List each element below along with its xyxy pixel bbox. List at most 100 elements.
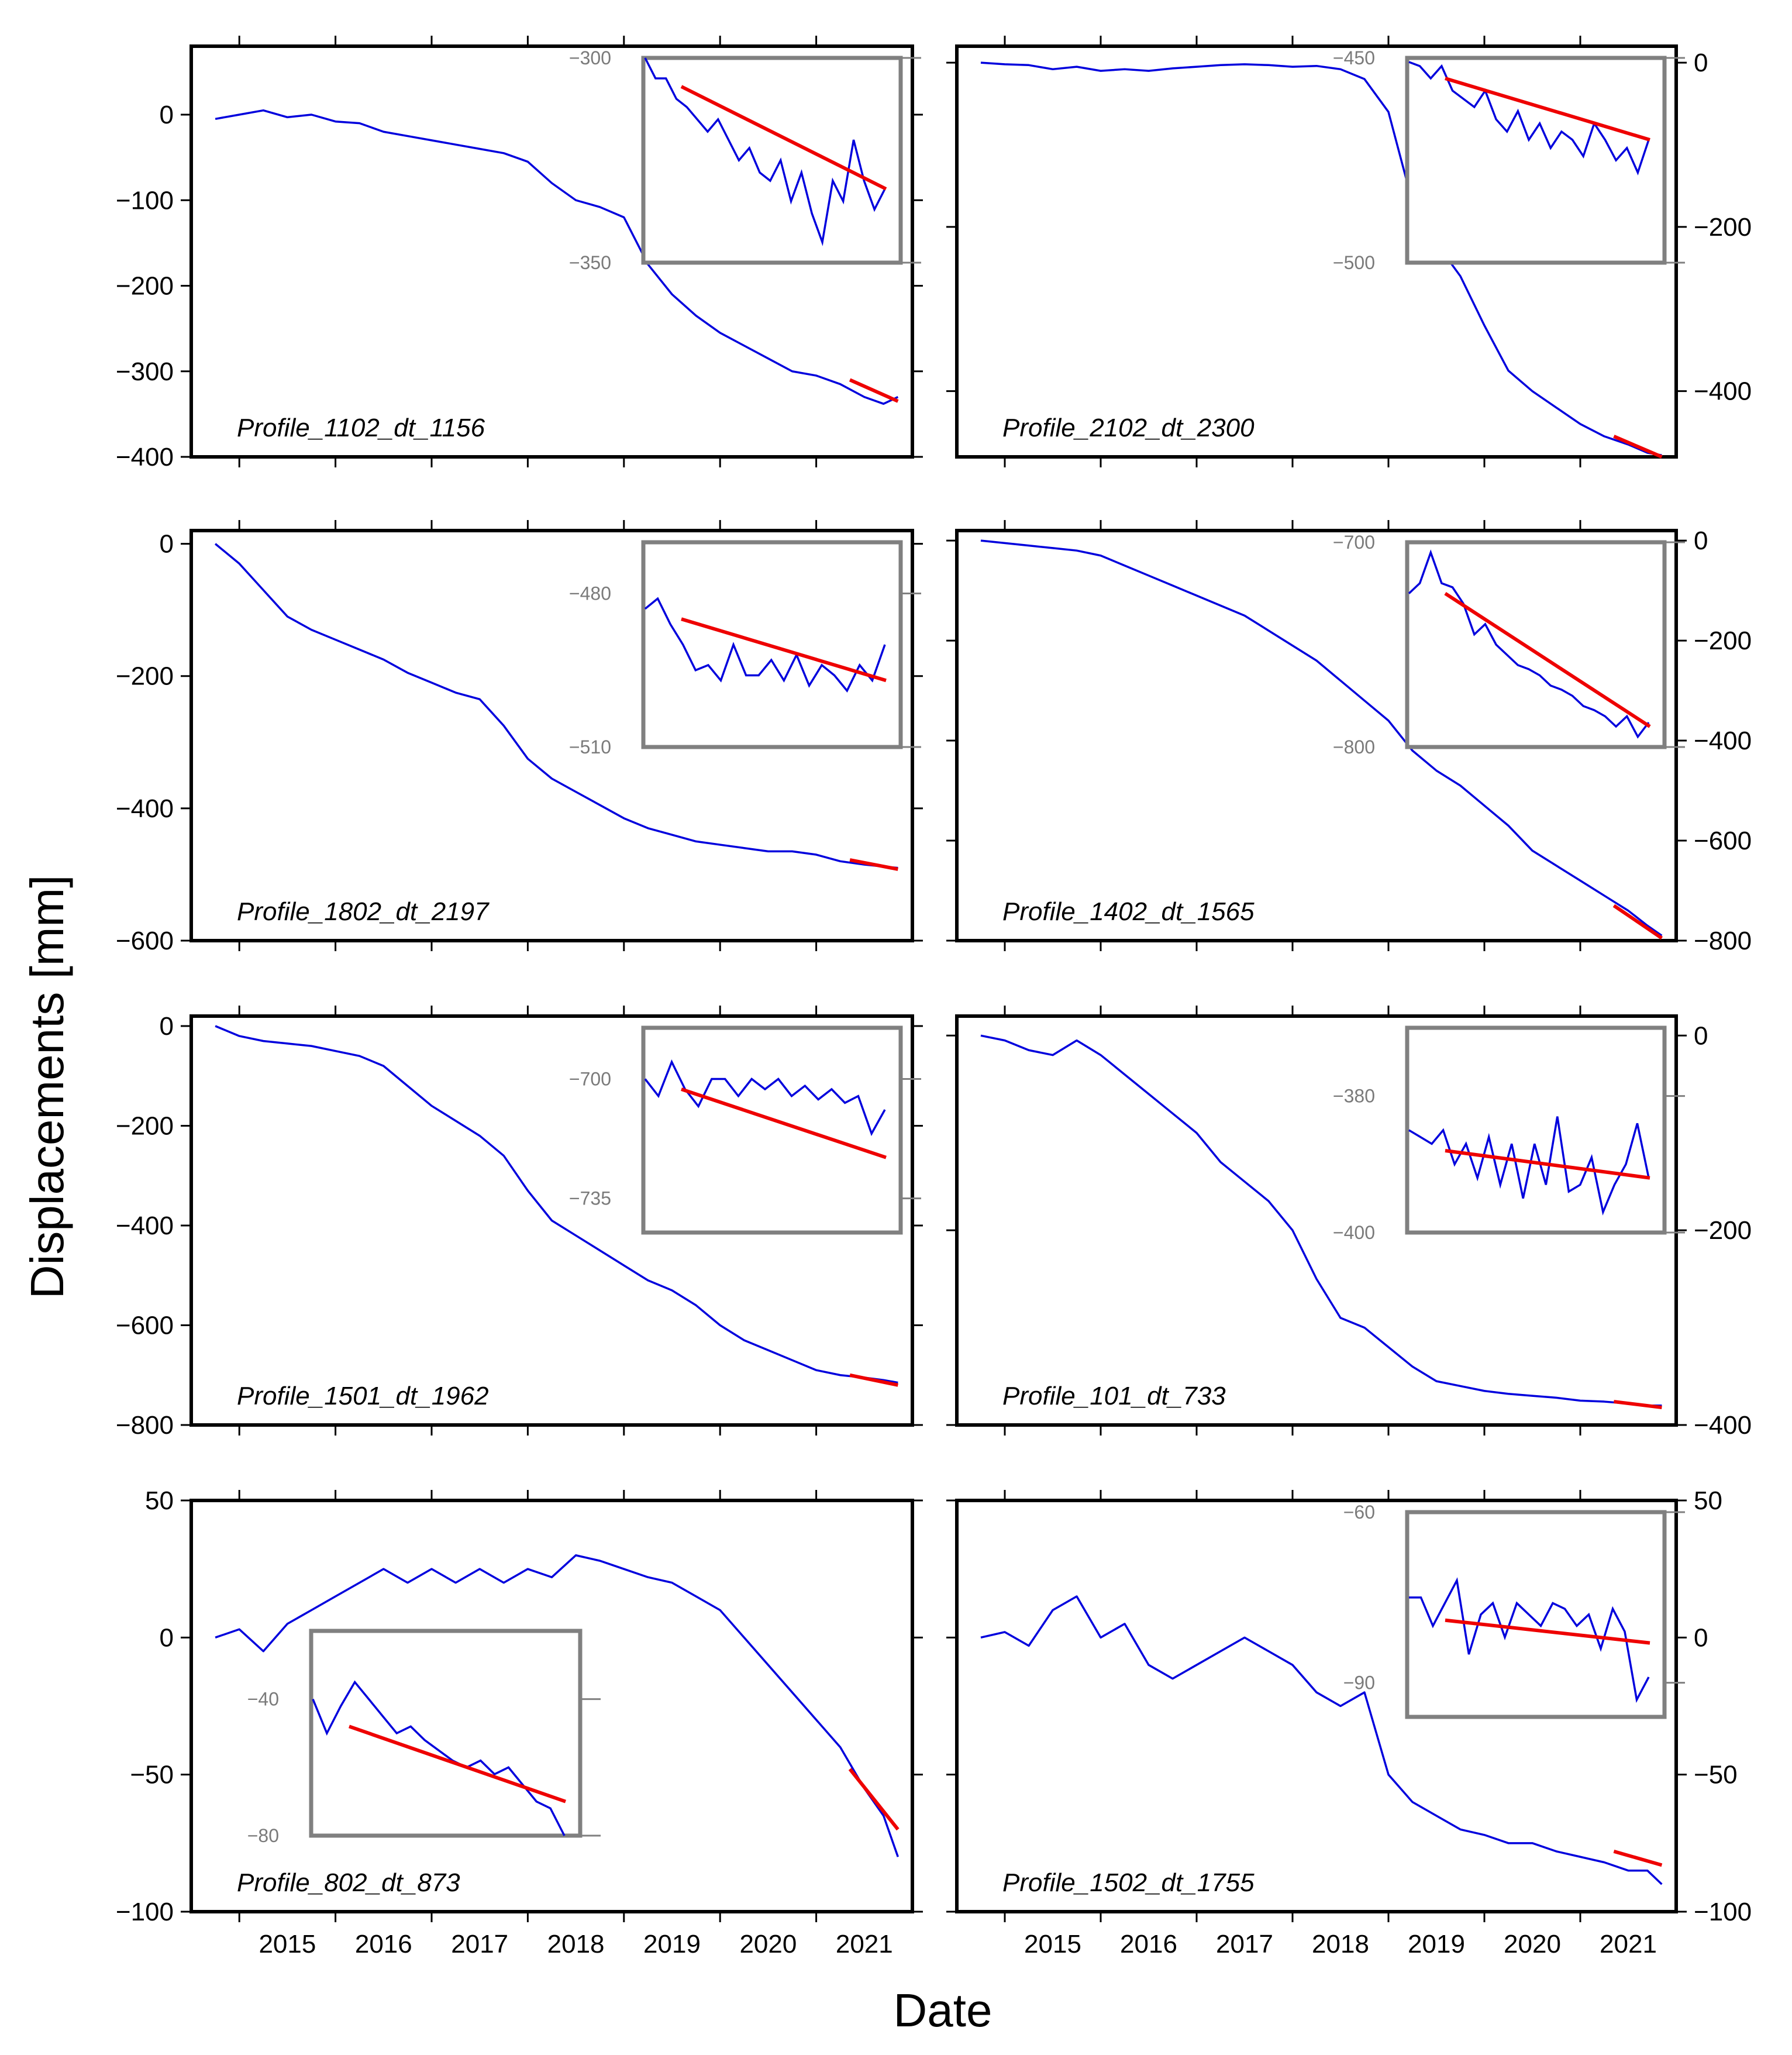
inset-tick-label: −735 <box>569 1188 611 1209</box>
inset-tick-label: −300 <box>569 47 611 68</box>
displacement-line <box>980 61 1662 456</box>
y-tick-label: −100 <box>116 1898 174 1926</box>
inset-tick-label: −60 <box>1343 1502 1375 1523</box>
y-tick-label: −200 <box>1694 627 1752 655</box>
inset-frame <box>1405 56 1667 265</box>
y-tick-label: −200 <box>1694 1216 1752 1245</box>
y-tick-label: 50 <box>1694 1486 1722 1515</box>
y-tick-label: −200 <box>116 662 174 691</box>
x-tick-label: 2018 <box>1312 1930 1369 1958</box>
inset-tick-label: −800 <box>1333 736 1375 758</box>
y-tick-label: −200 <box>116 272 174 301</box>
x-tick-label: 2017 <box>1216 1930 1273 1958</box>
y-tick-label: 0 <box>1694 1021 1708 1050</box>
y-tick-label: −400 <box>116 794 174 823</box>
x-tick-label: 2016 <box>1120 1930 1177 1958</box>
y-tick-label: −400 <box>1694 1411 1752 1440</box>
chart-panel: 0 −100 −200 −300 −400 Profile_1102_dt_1156 −30… <box>116 36 923 471</box>
fit-line <box>1613 435 1663 459</box>
panel-frame <box>955 1499 1678 1913</box>
chart-panel: 0 −200 −400 −600 −800 Profile_1402_dt_1565 −70… <box>946 520 1752 955</box>
y-tick-label: −50 <box>130 1761 174 1789</box>
fit-line <box>849 858 898 871</box>
inset-frame <box>1405 540 1667 749</box>
x-tick-label: 2020 <box>1504 1930 1561 1958</box>
y-tick-label: 0 <box>160 1623 174 1652</box>
inset-tick-label: −400 <box>1333 1222 1375 1243</box>
displacement-line <box>214 543 898 869</box>
displacement-line <box>215 1025 898 1384</box>
inset-displacement-line <box>644 57 886 246</box>
panel-frame <box>189 1014 914 1427</box>
inset-displacement-line <box>312 1680 566 1836</box>
y-tick-label: 0 <box>1694 1623 1708 1652</box>
x-tick-label: 2018 <box>547 1930 605 1958</box>
y-tick-label: −400 <box>1694 377 1752 406</box>
panel-frame <box>955 44 1678 459</box>
displacement-line <box>980 1595 1663 1885</box>
y-tick-label: −600 <box>1694 827 1752 855</box>
y-tick-label: −100 <box>116 186 174 215</box>
inset: −40 −80 <box>247 1629 601 1846</box>
inset-displacement-line <box>1409 1577 1650 1703</box>
fit-line <box>1614 1400 1662 1410</box>
panel-frame <box>955 529 1678 942</box>
inset-fit-line <box>1445 1149 1650 1180</box>
profile-label: Profile_2102_dt_2300 <box>1002 414 1255 442</box>
x-tick-label: 2021 <box>1600 1930 1657 1958</box>
profile-label: Profile_1502_dt_1755 <box>1002 1868 1255 1897</box>
y-tick-label: 0 <box>160 1012 174 1041</box>
y-tick-label: 0 <box>160 101 174 129</box>
inset: −300 −350 <box>569 47 921 273</box>
y-tick-label: −200 <box>1694 213 1752 242</box>
inset-displacement-line <box>1408 549 1650 739</box>
inset-fit-line <box>1445 1618 1650 1645</box>
y-tick-label: −50 <box>1694 1761 1738 1789</box>
inset-displacement-line <box>644 597 886 693</box>
y-tick-label: −100 <box>1694 1898 1752 1926</box>
panel-frame <box>189 44 914 459</box>
inset: −380 −400 <box>1333 1025 1685 1243</box>
fit-line <box>849 1373 898 1387</box>
y-tick-label: −200 <box>116 1112 174 1141</box>
displacement-line <box>215 1554 899 1857</box>
chart-panel: 0 −200 −400 −600 −800 Profile_1501_dt_1962 −70… <box>116 1006 923 1440</box>
x-axis-label: Date <box>894 1984 993 2036</box>
inset-displacement-line <box>1408 61 1650 175</box>
inset-tick-label: −480 <box>569 583 611 604</box>
inset: −700 −735 <box>569 1025 921 1235</box>
inset-tick-label: −700 <box>569 1069 611 1090</box>
y-tick-label: −600 <box>116 1312 174 1340</box>
inset-fit-line <box>1444 591 1651 728</box>
inset-tick-label: −500 <box>1333 252 1375 273</box>
inset-fit-line <box>681 1087 887 1159</box>
inset-tick-label: −380 <box>1333 1086 1375 1107</box>
inset-displacement-line <box>1408 1116 1650 1216</box>
inset-tick-label: −40 <box>247 1689 279 1710</box>
fit-line <box>1612 904 1663 940</box>
inset-fit-line <box>1445 77 1650 142</box>
inset-frame <box>309 1629 583 1838</box>
x-tick-label: 2019 <box>1408 1930 1465 1958</box>
inset-frame <box>1405 1510 1667 1719</box>
fit-line <box>1613 1850 1663 1867</box>
x-tick-label: 2020 <box>739 1930 797 1958</box>
panel-frame <box>955 1014 1678 1427</box>
x-tick-label: 2019 <box>643 1930 701 1958</box>
chart-panel: 0 −200 −400 Profile_2102_dt_2300 −450 −500 <box>946 36 1752 467</box>
profile-label: Profile_802_dt_873 <box>237 1868 460 1897</box>
inset: −450 −500 <box>1333 47 1685 273</box>
chart-panel: 2015 2016 2017 2018 2019 2020 2021 50 0 −50 −100 Pr… <box>946 1486 1752 1958</box>
inset-tick-label: −510 <box>569 736 611 758</box>
inset-tick-label: −350 <box>569 252 611 273</box>
displacement-line <box>980 539 1663 937</box>
y-tick-label: 0 <box>1694 526 1708 555</box>
inset-fit-line <box>680 85 887 191</box>
inset-tick-label: −90 <box>1343 1672 1375 1693</box>
y-tick-label: 0 <box>1694 49 1708 77</box>
y-tick-label: −400 <box>1694 727 1752 755</box>
panel-frame <box>189 529 914 942</box>
profile-label: Profile_1802_dt_2197 <box>237 897 490 926</box>
profile-label: Profile_1501_dt_1962 <box>237 1382 489 1410</box>
